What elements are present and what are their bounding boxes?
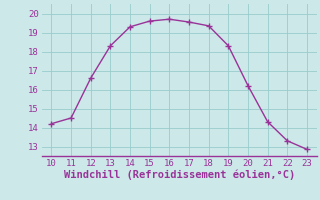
X-axis label: Windchill (Refroidissement éolien,°C): Windchill (Refroidissement éolien,°C): [64, 169, 295, 180]
